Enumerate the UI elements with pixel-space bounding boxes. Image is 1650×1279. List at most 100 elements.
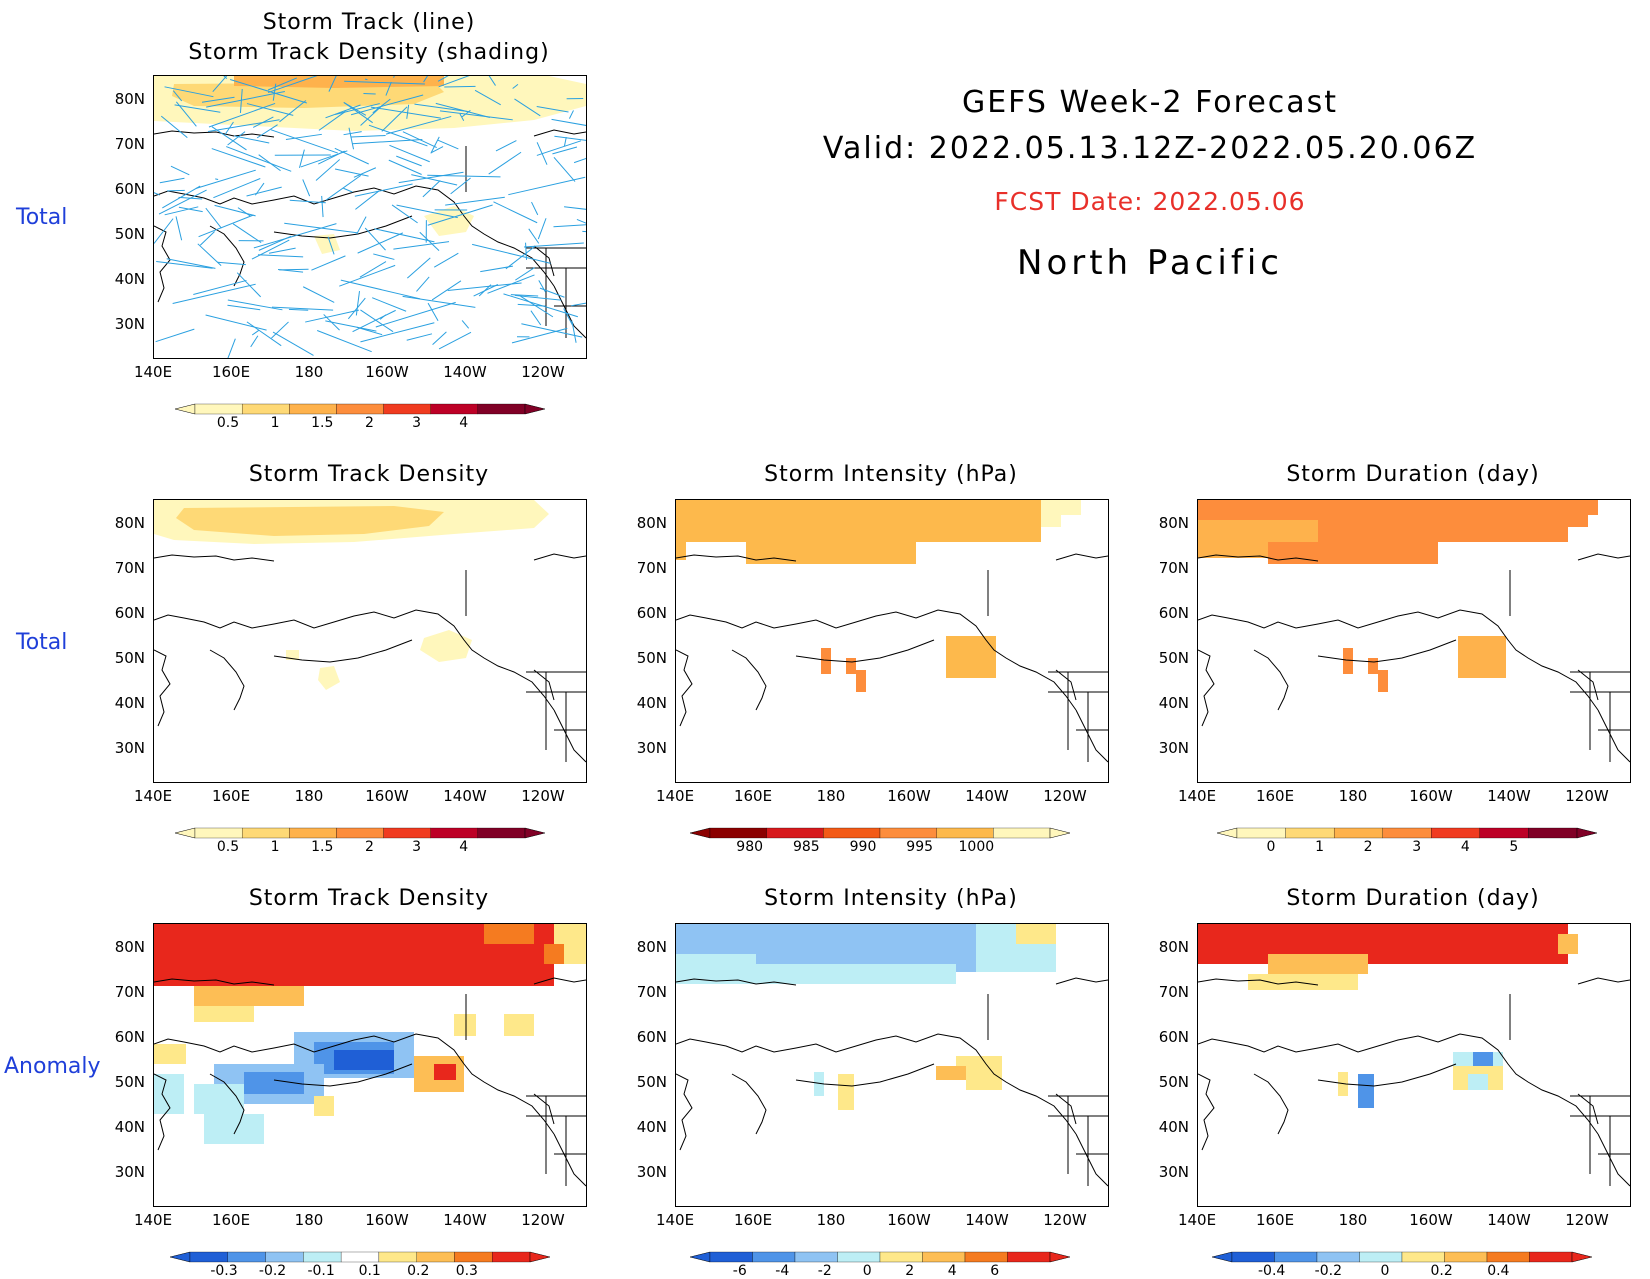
storm-track-line bbox=[403, 296, 476, 307]
coastline bbox=[1076, 1134, 1108, 1186]
storm-track-line bbox=[445, 197, 505, 205]
storm-track-line bbox=[339, 265, 395, 286]
colorbar-segment bbox=[1050, 1252, 1070, 1262]
colorbar-segment bbox=[767, 828, 824, 838]
colorbar-segment bbox=[1360, 1252, 1403, 1262]
storm-track-line bbox=[311, 256, 345, 270]
lon-tick-label: 160E bbox=[723, 787, 783, 805]
colorbar-segment bbox=[690, 828, 710, 838]
grid-cell bbox=[154, 1044, 186, 1064]
coastline bbox=[1578, 554, 1630, 560]
row-label-total: Total bbox=[16, 630, 67, 655]
colorbar-segment bbox=[880, 1252, 923, 1262]
grid-cell bbox=[1248, 974, 1358, 990]
colorbar-segment bbox=[242, 828, 289, 838]
colorbar-label: 2 bbox=[344, 415, 394, 431]
lat-tick-label: 30N bbox=[621, 1163, 667, 1181]
coastline bbox=[1254, 650, 1288, 710]
storm-track-line bbox=[226, 147, 291, 172]
colorbar-segment bbox=[1275, 1252, 1318, 1262]
colorbar-label: 6 bbox=[970, 1263, 1020, 1279]
storm-track-line bbox=[572, 321, 576, 343]
coastline bbox=[676, 650, 692, 726]
colorbar-label: 5 bbox=[1489, 839, 1539, 855]
lat-tick-label: 30N bbox=[1143, 739, 1189, 757]
lon-tick-label: 160E bbox=[201, 787, 261, 805]
lon-tick-label: 140E bbox=[645, 1211, 705, 1229]
storm-track-line bbox=[252, 330, 259, 335]
colorbar-segment bbox=[431, 404, 478, 414]
colorbar-segment bbox=[923, 1252, 966, 1262]
storm-track-line bbox=[206, 208, 222, 228]
grid-cell bbox=[154, 1074, 184, 1114]
colorbar-segment bbox=[379, 1252, 417, 1262]
storm-track-line bbox=[227, 305, 260, 310]
lat-tick-label: 80N bbox=[1143, 938, 1189, 956]
colorbar-segment bbox=[753, 1252, 796, 1262]
coastline bbox=[1198, 1034, 1598, 1134]
colorbar-segment bbox=[1050, 828, 1070, 838]
storm-track-line bbox=[392, 205, 418, 223]
colorbar-segment bbox=[242, 404, 289, 414]
storm-track-line bbox=[324, 314, 340, 330]
storm-track-line bbox=[489, 152, 521, 174]
storm-track-line bbox=[215, 205, 256, 215]
grid-cell bbox=[1458, 636, 1506, 678]
storm-track-line bbox=[351, 136, 385, 138]
storm-track-line bbox=[428, 303, 438, 321]
map-duration-anomaly bbox=[1197, 923, 1631, 1207]
colorbar-segment bbox=[478, 828, 525, 838]
grid-cell bbox=[1358, 1074, 1374, 1108]
storm-track-line bbox=[451, 178, 471, 194]
coastline bbox=[1318, 640, 1456, 662]
lat-tick-label: 60N bbox=[1143, 604, 1189, 622]
colorbar-segment bbox=[1530, 1252, 1573, 1262]
panel-title-density-anomaly: Storm Track Density bbox=[153, 886, 585, 911]
storm-track-line bbox=[554, 136, 586, 143]
lat-tick-label: 80N bbox=[99, 90, 145, 108]
colorbar-label: 3 bbox=[1392, 839, 1442, 855]
colorbar-segment bbox=[1528, 828, 1577, 838]
grid-cell bbox=[204, 1114, 264, 1144]
coastline bbox=[154, 186, 554, 286]
colorbar-label: 1000 bbox=[951, 839, 1001, 855]
lon-tick-label: 140E bbox=[1167, 787, 1227, 805]
grid-cell bbox=[194, 1084, 244, 1114]
coastline bbox=[732, 1074, 766, 1134]
storm-track-line bbox=[571, 292, 586, 306]
lat-tick-label: 40N bbox=[99, 270, 145, 288]
colorbar-segment bbox=[289, 828, 336, 838]
storm-track-line bbox=[432, 281, 461, 300]
colorbar-segment bbox=[1008, 1252, 1051, 1262]
lon-tick-label: 140W bbox=[435, 1211, 495, 1229]
lon-tick-label: 120W bbox=[513, 363, 573, 381]
colorbar-label: 0.2 bbox=[1417, 1263, 1467, 1279]
lat-tick-label: 70N bbox=[99, 983, 145, 1001]
coastline bbox=[554, 710, 586, 762]
lon-tick-label: 160E bbox=[201, 1211, 261, 1229]
grid-cell bbox=[746, 542, 916, 564]
storm-track-line bbox=[176, 216, 182, 240]
lat-tick-label: 70N bbox=[621, 983, 667, 1001]
lat-tick-label: 80N bbox=[621, 514, 667, 532]
lon-tick-label: 180 bbox=[279, 363, 339, 381]
coastline bbox=[534, 130, 586, 136]
panel-title-duration-anomaly: Storm Duration (day) bbox=[1197, 886, 1629, 911]
lon-tick-label: 160W bbox=[357, 1211, 417, 1229]
colorbar-segment bbox=[190, 1252, 228, 1262]
storm-track-line bbox=[448, 283, 522, 291]
colorbar-segment bbox=[175, 404, 195, 414]
grid-cell bbox=[1198, 500, 1568, 520]
colorbar-segment bbox=[195, 404, 242, 414]
storm-track-line bbox=[416, 277, 429, 291]
colorbar-segment bbox=[228, 1252, 266, 1262]
storm-track-line bbox=[531, 311, 541, 325]
storm-track-line bbox=[503, 294, 577, 317]
colorbar-segment bbox=[1445, 1252, 1488, 1262]
storm-track-line bbox=[233, 224, 261, 243]
lon-tick-label: 180 bbox=[801, 787, 861, 805]
coastline bbox=[1198, 650, 1214, 726]
grid-cell bbox=[1368, 658, 1378, 674]
